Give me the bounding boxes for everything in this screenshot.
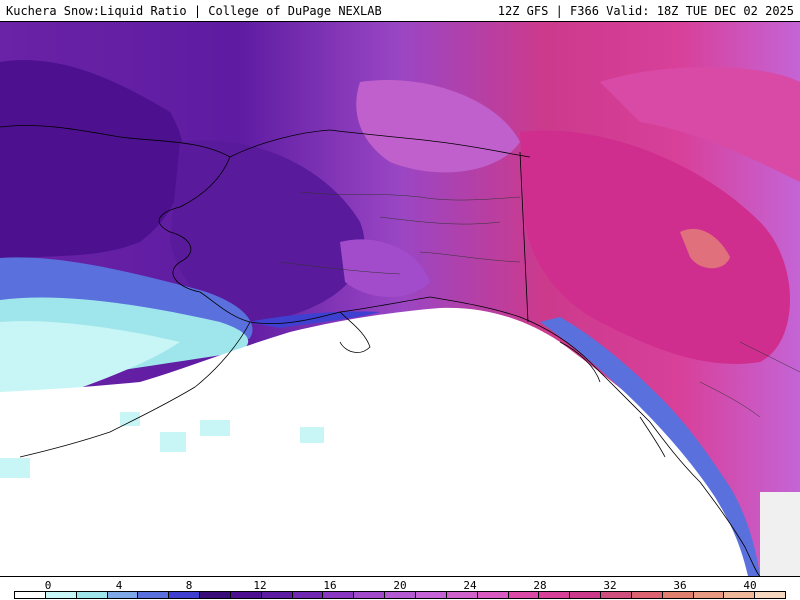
field-cyan-cell (0, 458, 30, 478)
colorbar-segment (261, 592, 293, 598)
colorbar-segment (200, 592, 231, 598)
colorbar-segment (138, 592, 170, 598)
colorbar-segment (755, 592, 786, 598)
legend-tick-label: 36 (673, 579, 687, 592)
field-cyan-cell (160, 432, 186, 452)
field-blue-alaska-south (248, 311, 380, 328)
field-cyan-cell (120, 412, 140, 426)
colorbar-segment (76, 592, 108, 598)
field-magenta-north (600, 67, 800, 182)
map-canvas (0, 22, 800, 576)
colorbar-segment (477, 592, 509, 598)
colorbar-segment (107, 592, 139, 598)
field-cyan-cell (300, 427, 324, 443)
legend-tick-label: 28 (533, 579, 547, 592)
colorbar-segment (446, 592, 478, 598)
colorbar-segment (385, 592, 416, 598)
colorbar (14, 591, 786, 599)
colorbar-segment (508, 592, 540, 598)
field-lavender-patch (340, 239, 430, 297)
field-lightcyan-sw (0, 321, 180, 401)
legend-tick-label: 8 (185, 579, 193, 592)
field-salmon-spot (680, 228, 730, 269)
snow-ratio-map[interactable] (0, 22, 800, 576)
color-legend: 0 4 8 12 16 20 24 28 32 36 40 (0, 576, 800, 600)
colorbar-segment (354, 592, 386, 598)
legend-tick-label: 32 (603, 579, 617, 592)
field-magenta-core (520, 130, 790, 364)
model-run-info: 12Z GFS | F366 Valid: 18Z TUE DEC 02 202… (497, 4, 794, 18)
colorbar-segment (601, 592, 632, 598)
colorbar-segment (662, 592, 694, 598)
coastlines (0, 125, 761, 576)
field-pink-north (356, 80, 520, 173)
colorbar-segment (292, 592, 324, 598)
colorbar-segment (15, 592, 46, 598)
legend-tick-label: 12 (253, 579, 267, 592)
colorbar-segment (415, 592, 447, 598)
header-bar: Kuchera Snow:Liquid Ratio | College of D… (0, 0, 800, 22)
legend-tick-label: 16 (323, 579, 337, 592)
colorbar-segment (323, 592, 355, 598)
colorbar-segment (724, 592, 756, 598)
legend-tick-label: 24 (463, 579, 477, 592)
legend-tick-label: 4 (115, 579, 123, 592)
colorbar-segment (539, 592, 571, 598)
internal-borders (279, 191, 800, 418)
field-dark-interior (170, 140, 365, 322)
legend-tick-label: 20 (393, 579, 407, 592)
colorbar-segment (693, 592, 725, 598)
colorbar-segment (631, 592, 663, 598)
legend-tick-label: 0 (44, 579, 52, 592)
colorbar-segment (169, 592, 201, 598)
colorbar-segment (45, 592, 77, 598)
colorbar-segment (230, 592, 262, 598)
field-no-data-bc (760, 492, 800, 576)
colorbar-segment (570, 592, 602, 598)
field-no-snow-ocean (0, 307, 755, 576)
field-cyan-cell (200, 420, 230, 436)
legend-tick-label: 40 (743, 579, 757, 592)
map-title: Kuchera Snow:Liquid Ratio | College of D… (6, 4, 382, 18)
field-dark-west (0, 60, 185, 262)
